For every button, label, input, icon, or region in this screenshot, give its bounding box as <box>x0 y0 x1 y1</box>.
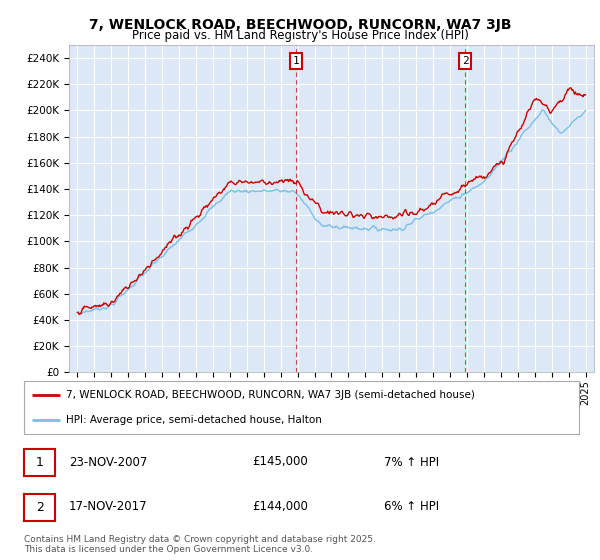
Text: £145,000: £145,000 <box>252 455 308 469</box>
Text: £144,000: £144,000 <box>252 500 308 514</box>
Text: 7, WENLOCK ROAD, BEECHWOOD, RUNCORN, WA7 3JB (semi-detached house): 7, WENLOCK ROAD, BEECHWOOD, RUNCORN, WA7… <box>65 390 475 400</box>
Text: 1: 1 <box>35 456 44 469</box>
Text: 7, WENLOCK ROAD, BEECHWOOD, RUNCORN, WA7 3JB: 7, WENLOCK ROAD, BEECHWOOD, RUNCORN, WA7… <box>89 18 511 32</box>
Text: 2: 2 <box>35 501 44 514</box>
Text: 17-NOV-2017: 17-NOV-2017 <box>69 500 148 514</box>
Text: 6% ↑ HPI: 6% ↑ HPI <box>384 500 439 514</box>
Text: 2: 2 <box>462 56 469 66</box>
Text: HPI: Average price, semi-detached house, Halton: HPI: Average price, semi-detached house,… <box>65 414 322 424</box>
Text: 1: 1 <box>293 56 299 66</box>
Text: 7% ↑ HPI: 7% ↑ HPI <box>384 455 439 469</box>
Text: 23-NOV-2007: 23-NOV-2007 <box>69 455 148 469</box>
Text: Contains HM Land Registry data © Crown copyright and database right 2025.
This d: Contains HM Land Registry data © Crown c… <box>24 535 376 554</box>
Text: Price paid vs. HM Land Registry's House Price Index (HPI): Price paid vs. HM Land Registry's House … <box>131 29 469 42</box>
